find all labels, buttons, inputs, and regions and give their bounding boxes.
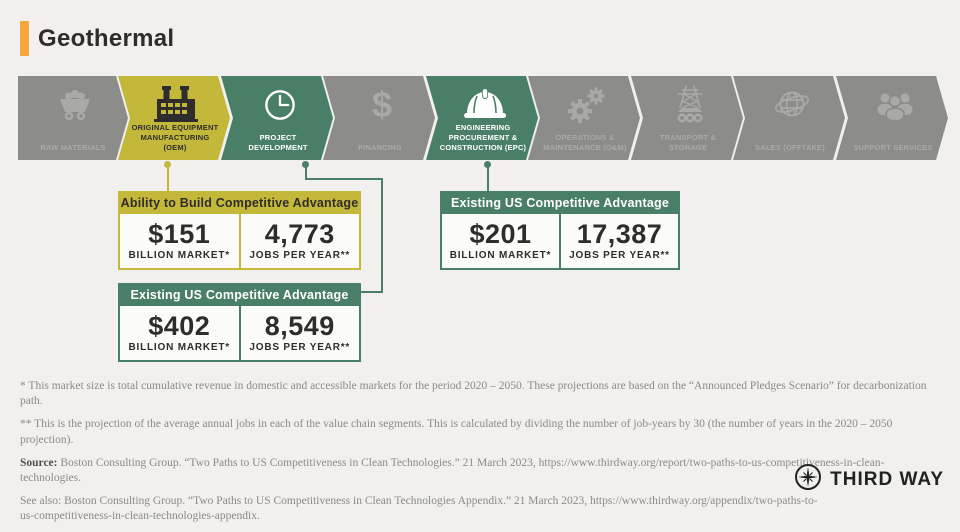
transmission-tower-icon xyxy=(637,82,743,128)
connector-line-pd-v2 xyxy=(380,178,383,293)
globe-icon xyxy=(739,82,845,128)
connector-line-pd-h1 xyxy=(304,178,383,180)
cell-divider xyxy=(238,306,241,361)
title-accent-bar xyxy=(20,21,29,56)
footnotes-block: * This market size is total cumulative r… xyxy=(20,379,942,532)
chevron-support-services: SUPPORT SERVICES xyxy=(836,76,948,160)
callout-epc: Existing US Competitive Advantage $201 B… xyxy=(440,191,680,271)
see-also-label: See also: xyxy=(20,495,62,508)
jobs-cell: 8,549 JOBS PER YEAR** xyxy=(241,306,360,360)
geothermal-infographic: Geothermal RAW MATERIALS xyxy=(18,21,948,522)
market-value: $201 xyxy=(469,219,532,249)
jobs-cell: 17,387 JOBS PER YEAR** xyxy=(561,214,678,268)
jobs-value: 8,549 xyxy=(264,311,335,341)
people-icon xyxy=(842,82,948,128)
chevron-oem: ORIGINAL EQUIPMENT MANUFACTURING (OEM) xyxy=(118,76,230,160)
source-line: Source: Boston Consulting Group. “Two Pa… xyxy=(20,456,942,486)
connector-dot-oem xyxy=(164,161,171,168)
segment-label: FINANCING xyxy=(358,143,402,153)
logo-text: THIRD WAY xyxy=(830,468,944,490)
chevron-raw-materials: RAW MATERIALS xyxy=(18,76,128,160)
chevron-transport-storage: TRANSPORT & STORAGE xyxy=(631,76,743,160)
gears-icon xyxy=(534,82,640,128)
clock-icon xyxy=(227,82,333,128)
footnote-jobs: ** This is the projection of the average… xyxy=(20,418,893,446)
jobs-value: 4,773 xyxy=(264,219,335,249)
connector-line-oem xyxy=(166,167,169,192)
callout-body: $402 BILLION MARKET* 8,549 JOBS PER YEAR… xyxy=(118,306,361,363)
segment-label: SALES (OFFTAKE) xyxy=(755,143,825,153)
segment-label: RAW MATERIALS xyxy=(40,143,106,153)
chevron-project-development: PROJECT DEVELOPMENT xyxy=(221,76,333,160)
callout-body: $151 BILLION MARKET* 4,773 JOBS PER YEAR… xyxy=(118,214,361,271)
chevron-epc: ENGINEERING PROCUREMENT & CONSTRUCTION (… xyxy=(426,76,538,160)
compass-star-icon xyxy=(794,463,822,496)
segment-label: ORIGINAL EQUIPMENT MANUFACTURING (OEM) xyxy=(131,123,219,153)
connector-dot-epc xyxy=(484,161,491,168)
chevron-sales-offtake: SALES (OFFTAKE) xyxy=(733,76,845,160)
jobs-value: 17,387 xyxy=(576,219,663,249)
segment-label: ENGINEERING PROCUREMENT & CONSTRUCTION (… xyxy=(439,123,527,153)
mine-cart-icon xyxy=(22,82,128,128)
connector-line-epc xyxy=(486,167,489,192)
callout-body: $201 BILLION MARKET* 17,387 JOBS PER YEA… xyxy=(440,214,680,271)
footnote-market: * This market size is total cumulative r… xyxy=(20,380,927,408)
market-label: BILLION MARKET* xyxy=(128,342,230,354)
cell-divider xyxy=(559,214,561,269)
third-way-logo: THIRD WAY xyxy=(794,463,944,496)
market-label: BILLION MARKET* xyxy=(128,250,230,262)
market-cell: $402 BILLION MARKET* xyxy=(120,306,239,360)
callout-header: Ability to Build Competitive Advantage xyxy=(118,191,361,214)
jobs-label: JOBS PER YEAR** xyxy=(569,250,670,262)
callout-header: Existing US Competitive Advantage xyxy=(440,191,680,214)
market-label: BILLION MARKET* xyxy=(449,250,552,262)
connector-line-pd-v1 xyxy=(304,167,307,180)
connector-dot-project-development xyxy=(302,161,309,168)
connector-line-pd-h2 xyxy=(361,291,382,293)
jobs-label: JOBS PER YEAR** xyxy=(249,250,351,262)
jobs-cell: 4,773 JOBS PER YEAR** xyxy=(241,214,360,268)
chevron-financing: $ FINANCING xyxy=(323,76,435,160)
page-header: Geothermal xyxy=(20,21,174,56)
see-also-line: See also: Boston Consulting Group. “Two … xyxy=(20,494,820,524)
cell-divider xyxy=(238,214,241,269)
chevron-om: OPERATIONS & MAINTENANCE (O&M) xyxy=(528,76,640,160)
source-label: Source: xyxy=(20,456,58,469)
segment-label: PROJECT DEVELOPMENT xyxy=(248,133,308,153)
hard-hat-icon xyxy=(432,82,538,128)
segment-label: SUPPORT SERVICES xyxy=(853,143,933,153)
market-cell: $201 BILLION MARKET* xyxy=(442,214,559,268)
market-value: $402 xyxy=(148,311,211,341)
callout-project-development: Existing US Competitive Advantage $402 B… xyxy=(118,283,361,363)
segment-label: TRANSPORT & STORAGE xyxy=(659,133,717,153)
dollar-icon: $ xyxy=(371,84,393,125)
page-title: Geothermal xyxy=(38,25,175,52)
factory-icon xyxy=(124,82,230,128)
see-also-text: Boston Consulting Group. “Two Paths to U… xyxy=(20,495,818,523)
callout-oem: Ability to Build Competitive Advantage $… xyxy=(118,191,361,271)
jobs-label: JOBS PER YEAR** xyxy=(249,342,351,354)
market-cell: $151 BILLION MARKET* xyxy=(120,214,239,268)
market-value: $151 xyxy=(148,219,211,249)
segment-label: OPERATIONS & MAINTENANCE (O&M) xyxy=(543,133,627,153)
callout-header: Existing US Competitive Advantage xyxy=(118,283,361,306)
source-text: Boston Consulting Group. “Two Paths to U… xyxy=(20,456,885,484)
